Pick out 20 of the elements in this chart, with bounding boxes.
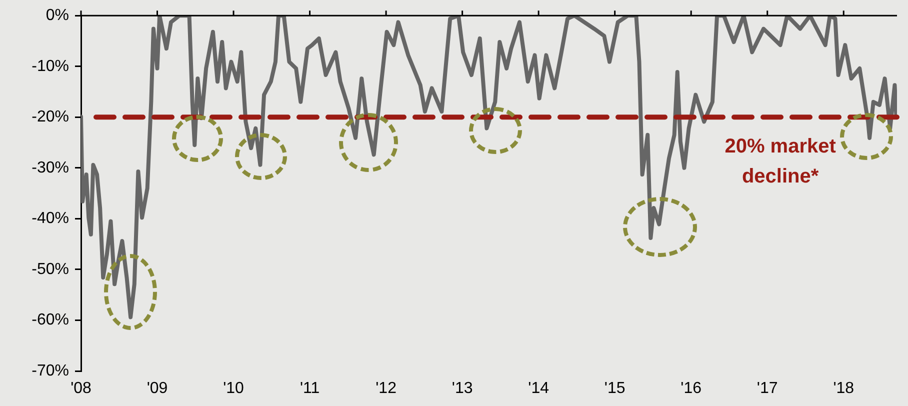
y-tick-label: -60% [32,312,69,329]
y-tick-label: 0% [46,7,69,24]
x-tick-label: '10 [223,380,244,398]
y-tick-label: -10% [32,58,69,75]
x-tick-label: '17 [756,380,778,398]
x-tick-label: '18 [833,380,854,398]
x-tick-label: '13 [452,380,473,398]
x-tick-label: '11 [300,380,320,398]
y-tick-label: -70% [32,362,69,380]
x-tick-label: '15 [604,380,626,398]
x-tick-label: '14 [528,380,550,398]
x-tick-label: '12 [376,380,397,398]
y-tick-label: -30% [32,159,69,176]
y-tick-label: -40% [32,210,69,228]
ref-line-label: 20% market decline* [724,136,836,188]
y-tick-label: -50% [32,260,69,278]
x-tick-label: '09 [146,380,168,398]
x-tick-label: '16 [680,380,702,398]
y-tick-label: -20% [32,108,69,126]
x-tick-label: '08 [70,380,92,398]
